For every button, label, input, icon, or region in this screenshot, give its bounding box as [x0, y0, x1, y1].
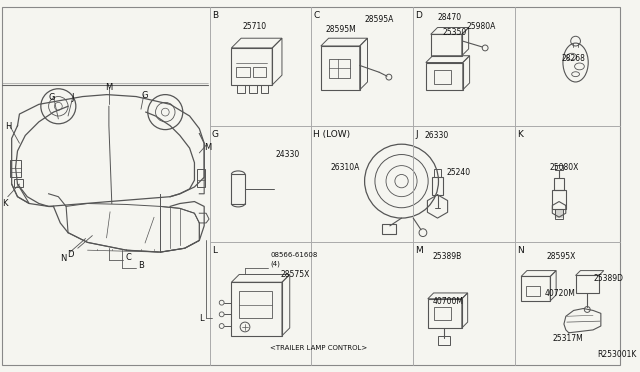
Text: 28595M: 28595M: [326, 25, 356, 33]
Bar: [321, 46, 360, 90]
Bar: [552, 190, 566, 209]
Bar: [555, 209, 563, 219]
Text: 25389D: 25389D: [593, 273, 623, 282]
Text: 25350: 25350: [442, 29, 467, 38]
Text: 28575X: 28575X: [280, 270, 309, 279]
Text: N: N: [60, 254, 66, 263]
Bar: [232, 174, 245, 203]
Bar: [382, 224, 396, 234]
Text: K: K: [517, 129, 523, 139]
Bar: [431, 34, 462, 56]
Text: B: B: [212, 11, 218, 20]
Text: 24330: 24330: [275, 150, 300, 159]
Bar: [555, 165, 563, 170]
Text: <TRAILER LAMP CONTROL>: <TRAILER LAMP CONTROL>: [270, 346, 367, 352]
Text: M: M: [105, 83, 112, 92]
Bar: [434, 307, 451, 320]
Bar: [13, 179, 23, 187]
Text: H: H: [5, 122, 12, 131]
Text: 28268: 28268: [562, 54, 586, 63]
Bar: [236, 67, 250, 77]
Text: 28595A: 28595A: [364, 15, 394, 24]
Bar: [253, 67, 266, 77]
Text: C: C: [313, 11, 319, 20]
Text: L: L: [200, 314, 204, 323]
Text: M: M: [204, 143, 211, 152]
Bar: [239, 291, 272, 318]
Text: 25080X: 25080X: [549, 163, 579, 171]
Text: 25389B: 25389B: [433, 252, 462, 261]
Bar: [260, 85, 268, 93]
Text: 08566-61608: 08566-61608: [270, 252, 317, 258]
Text: D: D: [415, 11, 422, 20]
Text: 26310A: 26310A: [331, 163, 360, 171]
Text: L: L: [212, 246, 217, 255]
Text: G: G: [49, 93, 55, 102]
Text: (4): (4): [270, 261, 280, 267]
Text: 28595X: 28595X: [547, 252, 576, 261]
Text: 26330: 26330: [425, 131, 449, 140]
Bar: [197, 170, 205, 187]
Bar: [434, 70, 451, 84]
Bar: [526, 286, 540, 296]
Text: 25710: 25710: [243, 22, 267, 31]
Bar: [434, 170, 442, 177]
Text: 25240: 25240: [447, 167, 471, 177]
Text: K: K: [2, 199, 8, 208]
Text: G: G: [142, 91, 148, 100]
Text: 40720M: 40720M: [545, 289, 575, 298]
Text: H (LOW): H (LOW): [313, 129, 350, 139]
Bar: [328, 59, 350, 78]
Bar: [10, 160, 21, 177]
Bar: [428, 299, 462, 328]
Text: D: D: [67, 250, 74, 259]
Text: R253001K: R253001K: [597, 350, 636, 359]
Text: 28470: 28470: [438, 13, 461, 22]
Bar: [232, 48, 272, 85]
Text: 25980A: 25980A: [467, 22, 496, 31]
Text: G: G: [212, 129, 219, 139]
Bar: [554, 178, 564, 190]
Text: M: M: [415, 246, 423, 255]
Text: C: C: [125, 253, 131, 263]
Bar: [232, 282, 282, 336]
Bar: [426, 62, 463, 90]
Text: B: B: [138, 261, 144, 270]
Bar: [237, 85, 245, 93]
Bar: [575, 275, 599, 293]
Text: J: J: [71, 93, 74, 102]
Text: 40700M: 40700M: [433, 297, 463, 306]
Bar: [438, 336, 450, 346]
Text: N: N: [517, 246, 524, 255]
Text: 25317M: 25317M: [552, 334, 583, 343]
Bar: [249, 85, 257, 93]
Text: J: J: [415, 129, 418, 139]
Bar: [432, 177, 444, 195]
Bar: [521, 276, 550, 301]
